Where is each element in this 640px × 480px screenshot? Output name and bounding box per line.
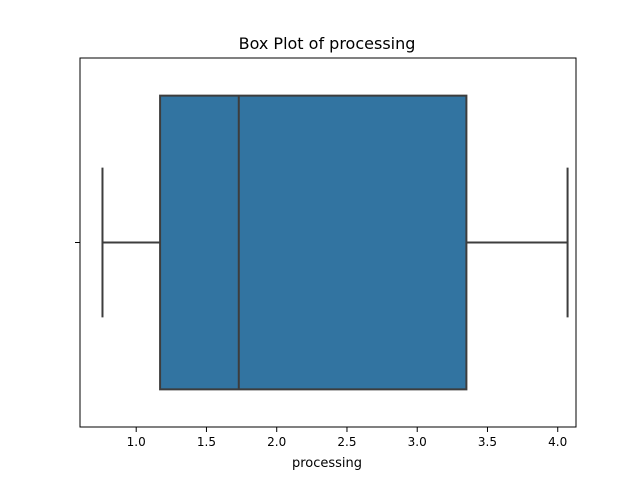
x-tick-label: 4.0: [548, 435, 567, 449]
x-axis-ticks: 1.0 1.5 2.0 2.5 3.0 3.5 4.0: [127, 427, 567, 449]
x-tick-label: 2.0: [267, 435, 286, 449]
x-tick-label: 1.5: [197, 435, 216, 449]
box-iqr: [159, 94, 468, 391]
x-tick-label: 1.0: [127, 435, 146, 449]
x-axis-label: processing: [292, 456, 362, 471]
x-tick-label: 2.5: [337, 435, 356, 449]
x-tick-label: 3.5: [478, 435, 497, 449]
x-tick-label: 3.0: [408, 435, 427, 449]
plot-area: [79, 57, 577, 428]
chart-title: Box Plot of processing: [239, 34, 416, 53]
box-group-0: [101, 94, 569, 391]
